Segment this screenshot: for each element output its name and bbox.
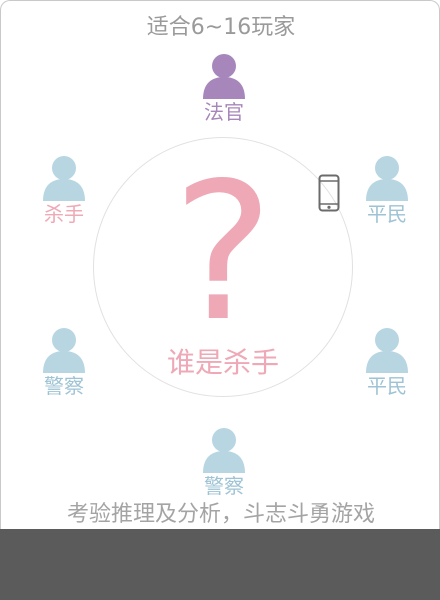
center-ring xyxy=(93,137,353,397)
player-judge[interactable]: 法官 xyxy=(182,53,266,127)
person-icon xyxy=(203,428,245,473)
game-card: 适合6~16玩家 ? 谁是杀手 法官 杀手 平民 xyxy=(0,0,440,529)
person-icon xyxy=(203,54,245,99)
who-is-killer-title: 谁是杀手 xyxy=(166,346,279,379)
person-icon xyxy=(366,328,408,373)
player-label: 杀手 xyxy=(44,202,84,226)
player-civilian[interactable]: 平民 xyxy=(345,155,429,229)
player-label: 警察 xyxy=(204,474,244,498)
question-mark: ? xyxy=(172,142,274,363)
person-icon xyxy=(43,328,85,373)
player-police[interactable]: 警察 xyxy=(182,427,266,501)
player-civilian[interactable]: 平民 xyxy=(345,327,429,401)
player-label: 法官 xyxy=(204,100,244,124)
player-count-subtitle: 适合6~16玩家 xyxy=(146,15,296,40)
game-tagline: 考验推理及分析，斗志斗勇游戏 xyxy=(66,502,375,527)
person-icon xyxy=(366,156,408,201)
player-killer[interactable]: 杀手 xyxy=(22,155,106,229)
player-police[interactable]: 警察 xyxy=(22,327,106,401)
player-label: 警察 xyxy=(44,374,84,398)
person-icon xyxy=(43,156,85,201)
player-label: 平民 xyxy=(367,374,407,398)
player-label: 平民 xyxy=(367,202,407,226)
bottom-bar xyxy=(0,529,440,600)
phone-icon xyxy=(318,174,340,212)
